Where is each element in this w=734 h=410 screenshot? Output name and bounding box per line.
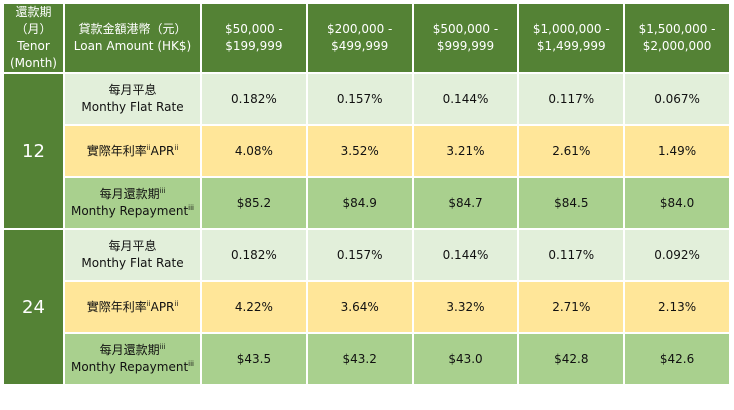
value-cell: 0.117% <box>517 228 626 282</box>
tenor-cell: 24 <box>2 228 65 386</box>
table-row-repay: 每月還款期iii Monthy Repaymentiii $85.2 $84.9 $84… <box>3 176 731 230</box>
value-cell: $42.8 <box>517 332 626 386</box>
loan-rate-table: 還款期 （月） Tenor (Month) 貸款金額港幣（元） Loan Amount … <box>2 2 731 386</box>
value-cell: $84.9 <box>305 176 414 230</box>
value-cell: $43.0 <box>411 332 520 386</box>
table-row-flat: 12 每月平息 Monthy Flat Rate 0.182% 0.157% 0.144%… <box>2 72 731 230</box>
value-cell: 0.157% <box>305 228 414 282</box>
value-cell: $43.2 <box>305 332 414 386</box>
value-cell: 0.144% <box>411 228 520 282</box>
value-cell: 4.08% <box>200 124 308 178</box>
value-cell: 4.22% <box>200 280 308 334</box>
value-cell: 1.49% <box>623 124 731 178</box>
value-cell: 0.182% <box>200 228 308 282</box>
table-row-repay: 每月還款期iii Monthy Repaymentiii $43.5 $43.2 $43… <box>3 332 731 386</box>
range-header: $1,500,000 - $2,000,000 <box>623 2 731 74</box>
row-label: 每月平息 Monthy Flat Rate <box>63 228 202 282</box>
range-header: $200,000 - $499,999 <box>305 2 414 74</box>
value-cell: 0.182% <box>200 72 308 126</box>
value-cell: 3.32% <box>411 280 520 334</box>
value-cell: 0.117% <box>517 72 626 126</box>
value-cell: $42.6 <box>623 332 731 386</box>
value-cell: 2.13% <box>623 280 731 334</box>
table-row-flat: 24 每月平息 Monthy Flat Rate 0.182% 0.157% 0.144%… <box>2 228 731 386</box>
range-header: $50,000 - $199,999 <box>200 2 308 74</box>
table-row-apr: 實際年利率iiAPRii 4.08% 3.52% 3.21% 2.61% 1.49% <box>3 124 731 178</box>
value-cell: 2.61% <box>517 124 626 178</box>
value-cell: $85.2 <box>200 176 308 230</box>
row-label: 每月平息 Monthy Flat Rate <box>63 72 202 126</box>
value-cell: 0.092% <box>623 228 731 282</box>
value-cell: $84.7 <box>411 176 520 230</box>
tenor-cell: 12 <box>2 72 65 230</box>
value-cell: 0.067% <box>623 72 731 126</box>
header-row: 還款期 （月） Tenor (Month) 貸款金額港幣（元） Loan Amount … <box>2 2 731 74</box>
value-cell: $84.5 <box>517 176 626 230</box>
value-cell: 0.157% <box>305 72 414 126</box>
value-cell: 0.144% <box>411 72 520 126</box>
value-cell: 3.64% <box>305 280 414 334</box>
table-row-apr: 實際年利率iiAPRii 4.22% 3.64% 3.32% 2.71% 2.13% <box>3 280 731 334</box>
row-label: 每月還款期iii Monthy Repaymentiii <box>63 176 202 230</box>
value-cell: 2.71% <box>517 280 626 334</box>
tenor-header: 還款期 （月） Tenor (Month) <box>2 2 65 74</box>
value-cell: $84.0 <box>623 176 731 230</box>
range-header: $500,000 - $999,999 <box>411 2 520 74</box>
value-cell: $43.5 <box>200 332 308 386</box>
value-cell: 3.21% <box>411 124 520 178</box>
range-header: $1,000,000 - $1,499,999 <box>517 2 626 74</box>
value-cell: 3.52% <box>305 124 414 178</box>
amount-header: 貸款金額港幣（元） Loan Amount (HK$) <box>63 2 202 74</box>
row-label: 實際年利率iiAPRii <box>63 124 202 178</box>
row-label: 實際年利率iiAPRii <box>63 280 202 334</box>
row-label: 每月還款期iii Monthy Repaymentiii <box>63 332 202 386</box>
